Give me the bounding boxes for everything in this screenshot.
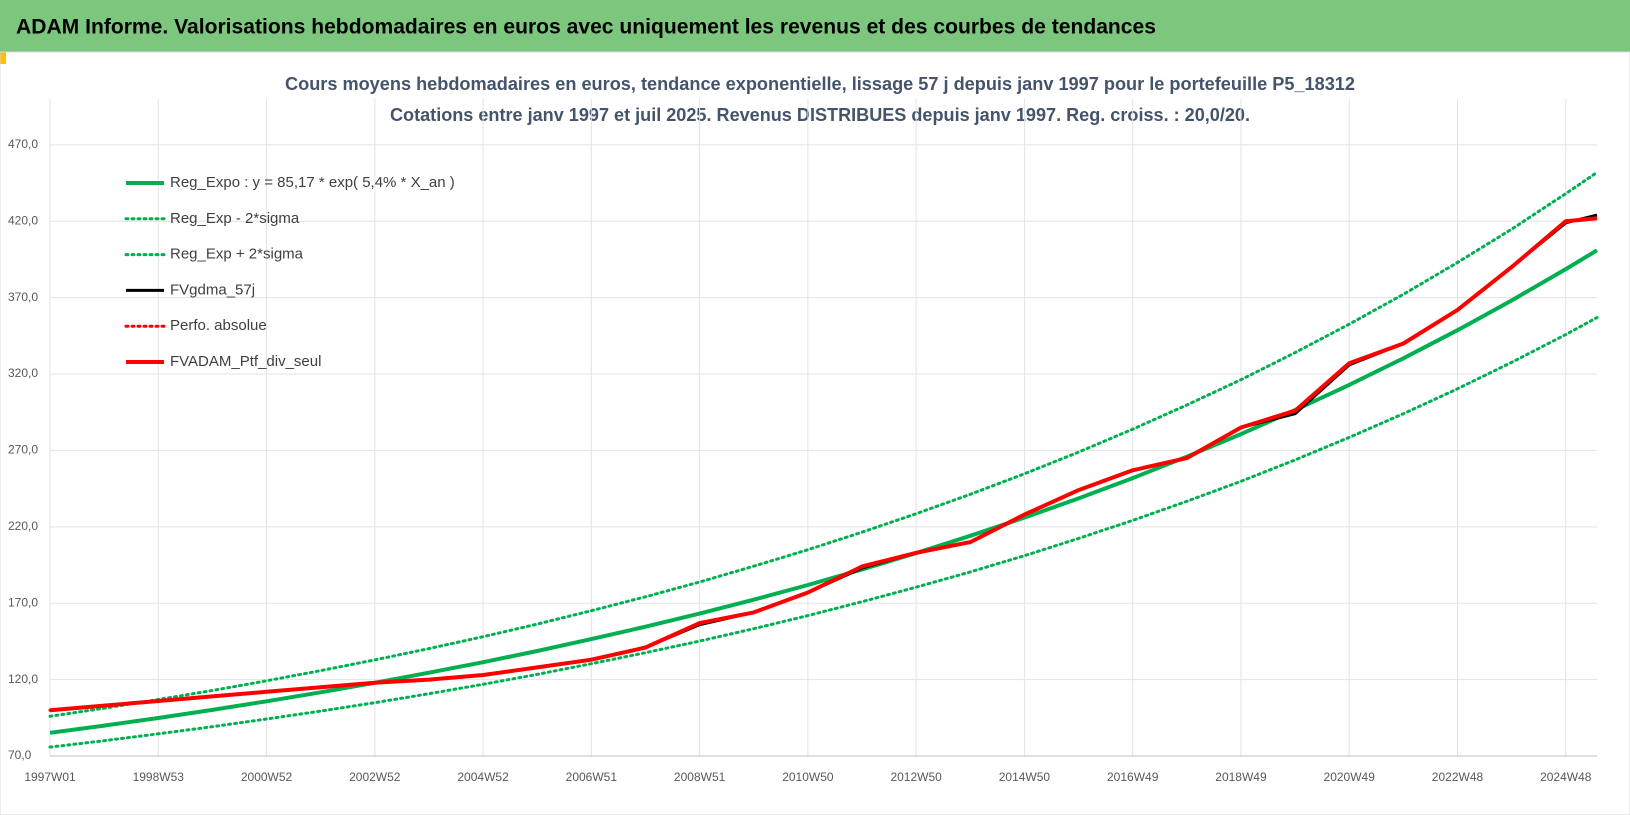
series-line: [49, 213, 1598, 712]
legend-label: FVgdma_57j: [170, 281, 255, 298]
x-tick-label: 2008W51: [674, 770, 726, 784]
legend-label: Reg_Exp - 2*sigma: [170, 210, 300, 227]
y-tick-label: 320,0: [8, 366, 38, 380]
corner-accent: [0, 52, 6, 64]
y-tick-label: 270,0: [8, 443, 38, 457]
y-tick-label: 220,0: [8, 519, 38, 533]
y-tick-label: 120,0: [8, 672, 38, 686]
header-title: ADAM Informe. Valorisations hebdomadaire…: [16, 16, 1156, 39]
x-tick-label: 2000W52: [241, 770, 293, 784]
x-tick-label: 1998W53: [133, 770, 185, 784]
x-tick-label: 2018W49: [1215, 770, 1267, 784]
legend-label: FVADAM_Ptf_div_seul: [170, 353, 321, 370]
y-tick-label: 170,0: [8, 595, 38, 609]
x-tick-label: 2016W49: [1107, 770, 1159, 784]
chart-frame: [0, 51, 1630, 815]
series-line: [49, 248, 1599, 735]
x-tick-label: 2010W50: [782, 770, 834, 784]
legend-label: Perfo. absolue: [170, 317, 267, 334]
x-tick-label: 2002W52: [349, 770, 401, 784]
y-tick-label: 70,0: [8, 748, 32, 762]
x-tick-label: 2012W50: [890, 770, 942, 784]
x-tick-label: 2020W49: [1324, 770, 1376, 784]
x-tick-label: 2024W48: [1540, 770, 1592, 784]
legend-label: Reg_Expo : y = 85,17 * exp( 5,4% * X_an …: [170, 174, 455, 191]
x-tick-label: 2004W52: [457, 770, 509, 784]
y-tick-label: 470,0: [8, 137, 38, 151]
legend-label: Reg_Exp + 2*sigma: [170, 246, 304, 263]
series-line: [48, 216, 1599, 712]
x-tick-label: 1997W01: [24, 770, 76, 784]
x-tick-label: 2006W51: [566, 770, 618, 784]
y-tick-label: 370,0: [8, 290, 38, 304]
x-tick-label: 2022W48: [1432, 770, 1484, 784]
y-tick-label: 420,0: [8, 213, 38, 227]
series-line: [48, 171, 1599, 718]
chart-title: Cours moyens hebdomadaires en euros, ten…: [285, 74, 1355, 94]
series-line: [49, 216, 1598, 713]
series-line: [48, 316, 1599, 749]
header-bar: [0, 0, 1630, 52]
x-tick-label: 2014W50: [999, 770, 1051, 784]
chart-subtitle: Cotations entre janv 1997 et juil 2025. …: [390, 105, 1250, 125]
